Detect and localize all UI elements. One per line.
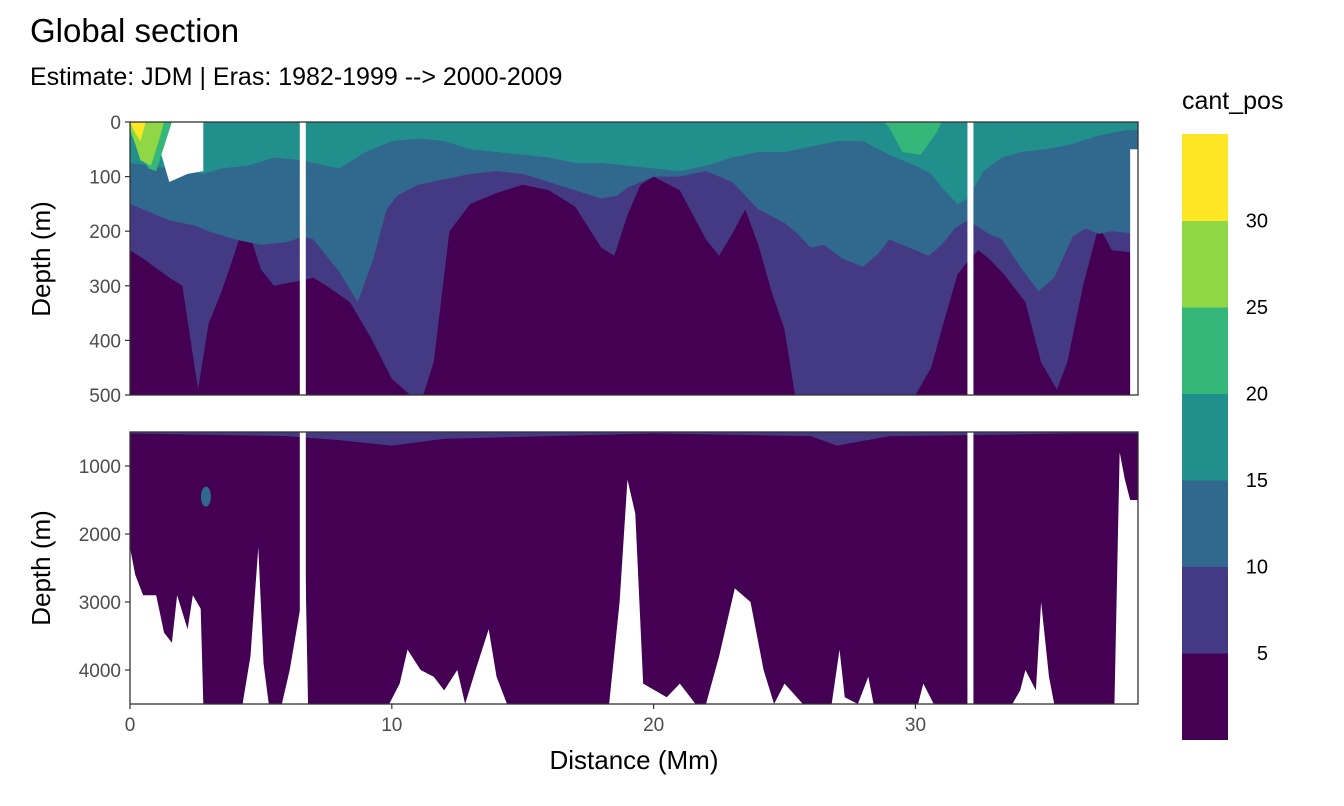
y-tick-label: 400 [89,331,121,352]
upper-y-axis: 0 100 200 300 400 500 [89,113,130,407]
contour-band-5-10 [130,432,1138,446]
legend-swatch [1182,566,1228,654]
section-gap [299,432,306,704]
y-tick-label: 300 [89,277,121,298]
upper-y-axis-title: Depth (m) [26,201,56,317]
legend-swatch [1182,393,1228,481]
upper-panel-gaps [299,122,974,395]
legend-colorbar [1182,134,1228,740]
legend-label: 10 [1246,557,1268,579]
chart-subtitle: Estimate: JDM | Eras: 1982-1999 --> 2000… [30,63,562,91]
y-tick-label: 1000 [79,457,121,478]
contour-band-10-15 [130,122,1138,303]
legend-label: 30 [1246,211,1268,233]
lower-y-axis: 1000 2000 3000 4000 [79,457,130,682]
upper-panel: 0 100 200 300 400 500 Depth (m) [26,113,1139,407]
x-tick-label: 0 [125,715,136,736]
seafloor-no-data [130,432,1138,704]
y-tick-label: 2000 [79,525,121,546]
no-data-patch [161,122,204,183]
legend-labels: 5 10 15 20 25 30 [1246,211,1268,666]
legend-swatch [1182,220,1228,308]
legend-swatch [1182,307,1228,394]
lower-panel-gaps [299,432,974,704]
y-tick-label: 3000 [79,593,121,614]
legend-label: 15 [1246,470,1268,492]
y-tick-label: 0 [110,113,121,134]
lower-panel: 1000 2000 3000 4000 Depth (m) [26,431,1139,705]
y-tick-label: 4000 [79,661,121,682]
no-data-edge [1130,149,1138,395]
y-tick-label: 500 [89,386,121,407]
lower-y-axis-title: Depth (m) [26,510,56,626]
upper-panel-border [129,121,1139,396]
section-gap [967,432,974,704]
lower-panel-contours [130,432,1138,704]
section-gap [299,122,306,395]
legend-swatch [1182,653,1228,740]
x-tick-label: 10 [381,715,402,736]
x-tick-label: 20 [643,715,664,736]
legend-label: 20 [1246,384,1268,406]
chart-title: Global section [30,12,239,49]
upper-panel-contours [130,122,1138,395]
legend-title: cant_pos [1182,87,1283,115]
lower-panel-border [129,431,1139,705]
legend-swatch [1182,134,1228,221]
legend-label: 25 [1246,297,1268,319]
legend: cant_pos 5 10 15 20 25 30 [1182,87,1283,740]
contour-band-15-20 [130,122,1138,204]
legend-swatch [1182,480,1228,567]
y-tick-label: 200 [89,222,121,243]
legend-label: 5 [1257,643,1268,665]
x-axis: 0 10 20 30 [125,704,926,736]
x-axis-title: Distance (Mm) [549,745,718,775]
y-tick-label: 100 [89,168,121,189]
x-tick-label: 30 [905,715,926,736]
contour-blob-10-15 [200,486,211,507]
section-gap [967,122,974,395]
